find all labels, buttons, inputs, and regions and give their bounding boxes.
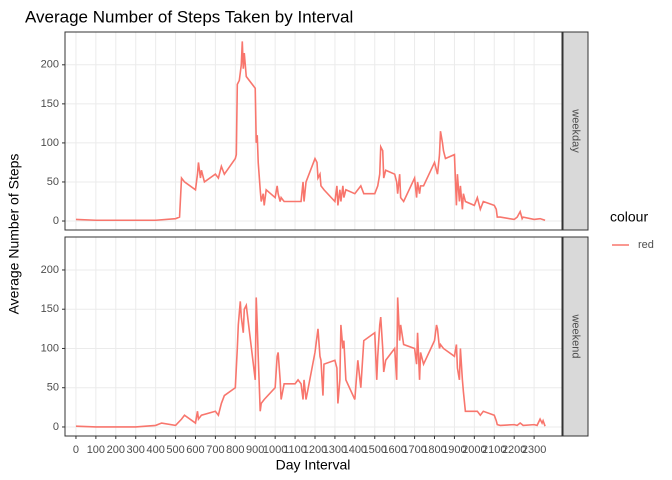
legend-label: red <box>638 239 654 251</box>
line <box>75 41 546 222</box>
panel-border <box>64 31 563 231</box>
facet-strip <box>562 236 589 437</box>
x-tick-label: 800 <box>226 444 244 456</box>
facet-strip <box>562 31 589 231</box>
chart-title: Average Number of Steps Taken by Interva… <box>25 7 353 26</box>
y-tick-label: 200 <box>41 59 59 71</box>
facet-label: weekend <box>570 313 582 358</box>
panel-border <box>64 236 563 437</box>
x-tick-label: 1700 <box>402 444 426 456</box>
x-tick-label: 2000 <box>462 444 486 456</box>
y-tick-label: 0 <box>53 421 59 433</box>
x-tick-label: 1100 <box>283 444 307 456</box>
panel-background <box>65 32 562 230</box>
x-axis-title: Day Interval <box>276 457 351 473</box>
y-tick-label: 150 <box>41 303 59 315</box>
x-tick-label: 300 <box>127 444 145 456</box>
panel-background <box>65 237 562 436</box>
y-tick-label: 0 <box>53 215 59 227</box>
x-tick-label: 1000 <box>263 444 287 456</box>
x-tick-label: 1600 <box>382 444 406 456</box>
x-tick-label: 700 <box>206 444 224 456</box>
x-tick-label: 500 <box>166 444 184 456</box>
legend-title: colour <box>610 209 648 225</box>
x-tick-label: 1900 <box>442 444 466 456</box>
x-tick-label: 100 <box>87 444 105 456</box>
x-tick-label: 1500 <box>363 444 387 456</box>
x-tick-label: 1200 <box>303 444 327 456</box>
y-tick-label: 50 <box>47 382 59 394</box>
line <box>75 297 546 428</box>
x-tick-label: 2100 <box>482 444 506 456</box>
y-axis-title: Average Number of Steps <box>6 154 22 315</box>
y-tick-label: 100 <box>41 137 59 149</box>
x-tick-label: 2300 <box>522 444 546 456</box>
x-tick-label: 600 <box>186 444 204 456</box>
y-tick-label: 100 <box>41 342 59 354</box>
y-tick-label: 150 <box>41 98 59 110</box>
y-tick-label: 50 <box>47 176 59 188</box>
x-tick-label: 2200 <box>502 444 526 456</box>
x-tick-label: 0 <box>73 444 79 456</box>
x-tick-label: 900 <box>246 444 264 456</box>
x-tick-label: 200 <box>107 444 125 456</box>
x-tick-label: 1800 <box>422 444 446 456</box>
x-tick-label: 400 <box>146 444 164 456</box>
x-tick-label: 1300 <box>323 444 347 456</box>
facet-label: weekday <box>570 108 582 153</box>
y-tick-label: 200 <box>41 264 59 276</box>
x-tick-label: 1400 <box>343 444 367 456</box>
